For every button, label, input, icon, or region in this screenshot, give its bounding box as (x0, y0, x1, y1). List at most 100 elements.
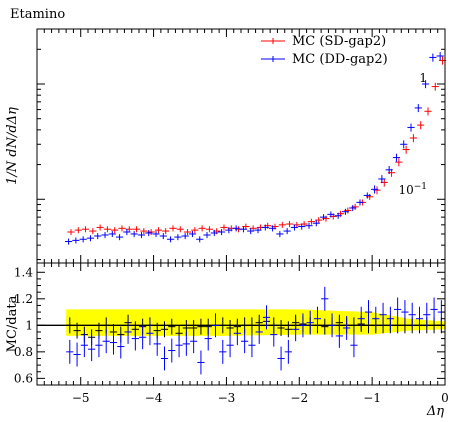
ratio-point-dd-gap2 (248, 333, 256, 358)
data-point-dd-gap2 (349, 205, 357, 212)
main-plot-data-layer (64, 52, 447, 245)
ratio-y-tick-label: 1 (25, 318, 33, 332)
data-point-dd-gap2 (407, 123, 415, 132)
ratio-point-sd-gap2 (168, 318, 176, 335)
ratio-point-dd-gap2 (211, 313, 220, 338)
data-point-dd-gap2 (79, 236, 87, 243)
ratio-point-dd-gap2 (153, 331, 161, 356)
data-point-sd-gap2 (169, 225, 177, 232)
ratio-point-dd-gap2 (190, 329, 198, 354)
data-point-dd-gap2 (283, 228, 291, 235)
ratio-point-dd-gap2 (182, 331, 190, 356)
main-plot-ticks (37, 28, 446, 263)
ratio-point-sd-gap2 (73, 322, 81, 339)
ratio-point-dd-gap2 (423, 302, 431, 327)
ratio-point-sd-gap2 (248, 317, 256, 334)
data-point-dd-gap2 (188, 231, 197, 238)
data-point-dd-gap2 (94, 233, 102, 240)
data-point-dd-gap2 (137, 232, 146, 239)
ratio-point-dd-gap2 (117, 334, 125, 359)
data-point-dd-gap2 (108, 231, 116, 238)
data-point-dd-gap2 (290, 224, 299, 231)
data-point-sd-gap2 (402, 145, 410, 154)
ratio-point-dd-gap2 (226, 333, 234, 358)
data-point-sd-gap2 (96, 224, 104, 231)
ratio-point-sd-gap2 (284, 321, 292, 338)
data-point-sd-gap2 (162, 228, 170, 235)
ratio-point-dd-gap2 (270, 322, 278, 347)
ratio-point-sd-gap2 (197, 318, 205, 335)
y-tick-label-0.1-exponent: −1 (414, 182, 427, 192)
ratio-point-dd-gap2 (372, 306, 380, 331)
x-tick-label: −2 (290, 391, 308, 405)
ratio-point-dd-gap2 (109, 330, 118, 355)
ratio-point-dd-gap2 (124, 320, 132, 344)
data-point-dd-gap2 (86, 235, 95, 242)
data-point-sd-gap2 (417, 121, 425, 130)
data-point-dd-gap2 (421, 80, 430, 89)
x-axis-label: Δη (426, 404, 444, 419)
ratio-point-sd-gap2 (226, 320, 234, 336)
legend: MC (SD-gap2) MC (DD-gap2) (261, 34, 388, 67)
ratio-point-dd-gap2 (88, 337, 96, 362)
ratio-point-sd-gap2 (321, 318, 329, 335)
ratio-point-dd-gap2 (277, 346, 285, 371)
x-tick-label: 0 (441, 391, 449, 405)
legend-item-dd-gap2: MC (DD-gap2) (261, 52, 388, 67)
data-point-dd-gap2 (385, 165, 393, 175)
data-point-sd-gap2 (103, 226, 112, 233)
data-point-sd-gap2 (307, 218, 316, 225)
data-point-dd-gap2 (319, 214, 328, 221)
data-point-dd-gap2 (181, 233, 189, 240)
data-point-sd-gap2 (132, 226, 141, 233)
ratio-y-axis-label: MC/data (5, 295, 20, 352)
ratio-y-tick-label: 1.2 (14, 292, 33, 306)
data-point-dd-gap2 (101, 232, 109, 239)
data-point-dd-gap2 (166, 236, 175, 243)
ratio-y-tick-label: 0.6 (14, 371, 33, 385)
ratio-point-dd-gap2 (95, 333, 103, 358)
data-point-dd-gap2 (312, 220, 320, 227)
data-point-sd-gap2 (285, 221, 294, 228)
y-tick-label-1: 1 (419, 71, 427, 85)
ratio-point-dd-gap2 (379, 302, 387, 327)
data-point-sd-gap2 (395, 158, 403, 167)
data-point-dd-gap2 (159, 233, 167, 240)
y-tick-label-0.1-base: 10 (398, 183, 413, 197)
ratio-point-dd-gap2 (364, 300, 373, 324)
ratio-point-dd-gap2 (430, 297, 438, 322)
ratio-point-dd-gap2 (313, 306, 322, 331)
data-point-dd-gap2 (327, 211, 335, 218)
ratio-point-dd-gap2 (262, 305, 271, 330)
ratio-point-dd-gap2 (408, 302, 416, 327)
data-point-dd-gap2 (356, 199, 364, 206)
data-point-sd-gap2 (74, 227, 82, 234)
ratio-point-dd-gap2 (233, 321, 241, 346)
data-point-sd-gap2 (191, 227, 199, 234)
ratio-point-sd-gap2 (160, 321, 169, 338)
data-point-sd-gap2 (154, 227, 163, 234)
ratio-y-axis-label-text: MC/data (5, 295, 20, 352)
data-point-dd-gap2 (225, 227, 233, 234)
data-point-dd-gap2 (276, 231, 284, 238)
ratio-point-dd-gap2 (394, 297, 402, 322)
data-point-dd-gap2 (247, 228, 255, 235)
data-point-sd-gap2 (140, 228, 148, 235)
ratio-point-dd-gap2 (219, 339, 227, 364)
data-point-sd-gap2 (198, 225, 206, 232)
main-y-axis-label: 1/N dN/dΔη (5, 107, 20, 185)
data-point-dd-gap2 (239, 226, 248, 233)
main-y-axis-label-text: 1/N dN/dΔη (5, 107, 20, 185)
x-tick-label: −1 (363, 391, 381, 405)
ratio-y-tick-label: 1.4 (14, 265, 33, 279)
data-point-dd-gap2 (261, 224, 269, 231)
data-point-dd-gap2 (174, 234, 182, 241)
x-tick-label: −5 (72, 391, 90, 405)
ratio-point-dd-gap2 (255, 320, 263, 344)
data-point-sd-gap2 (183, 229, 192, 236)
data-point-sd-gap2 (89, 228, 97, 235)
data-point-dd-gap2 (217, 229, 226, 236)
ratio-point-dd-gap2 (168, 338, 176, 363)
data-point-sd-gap2 (220, 224, 228, 231)
